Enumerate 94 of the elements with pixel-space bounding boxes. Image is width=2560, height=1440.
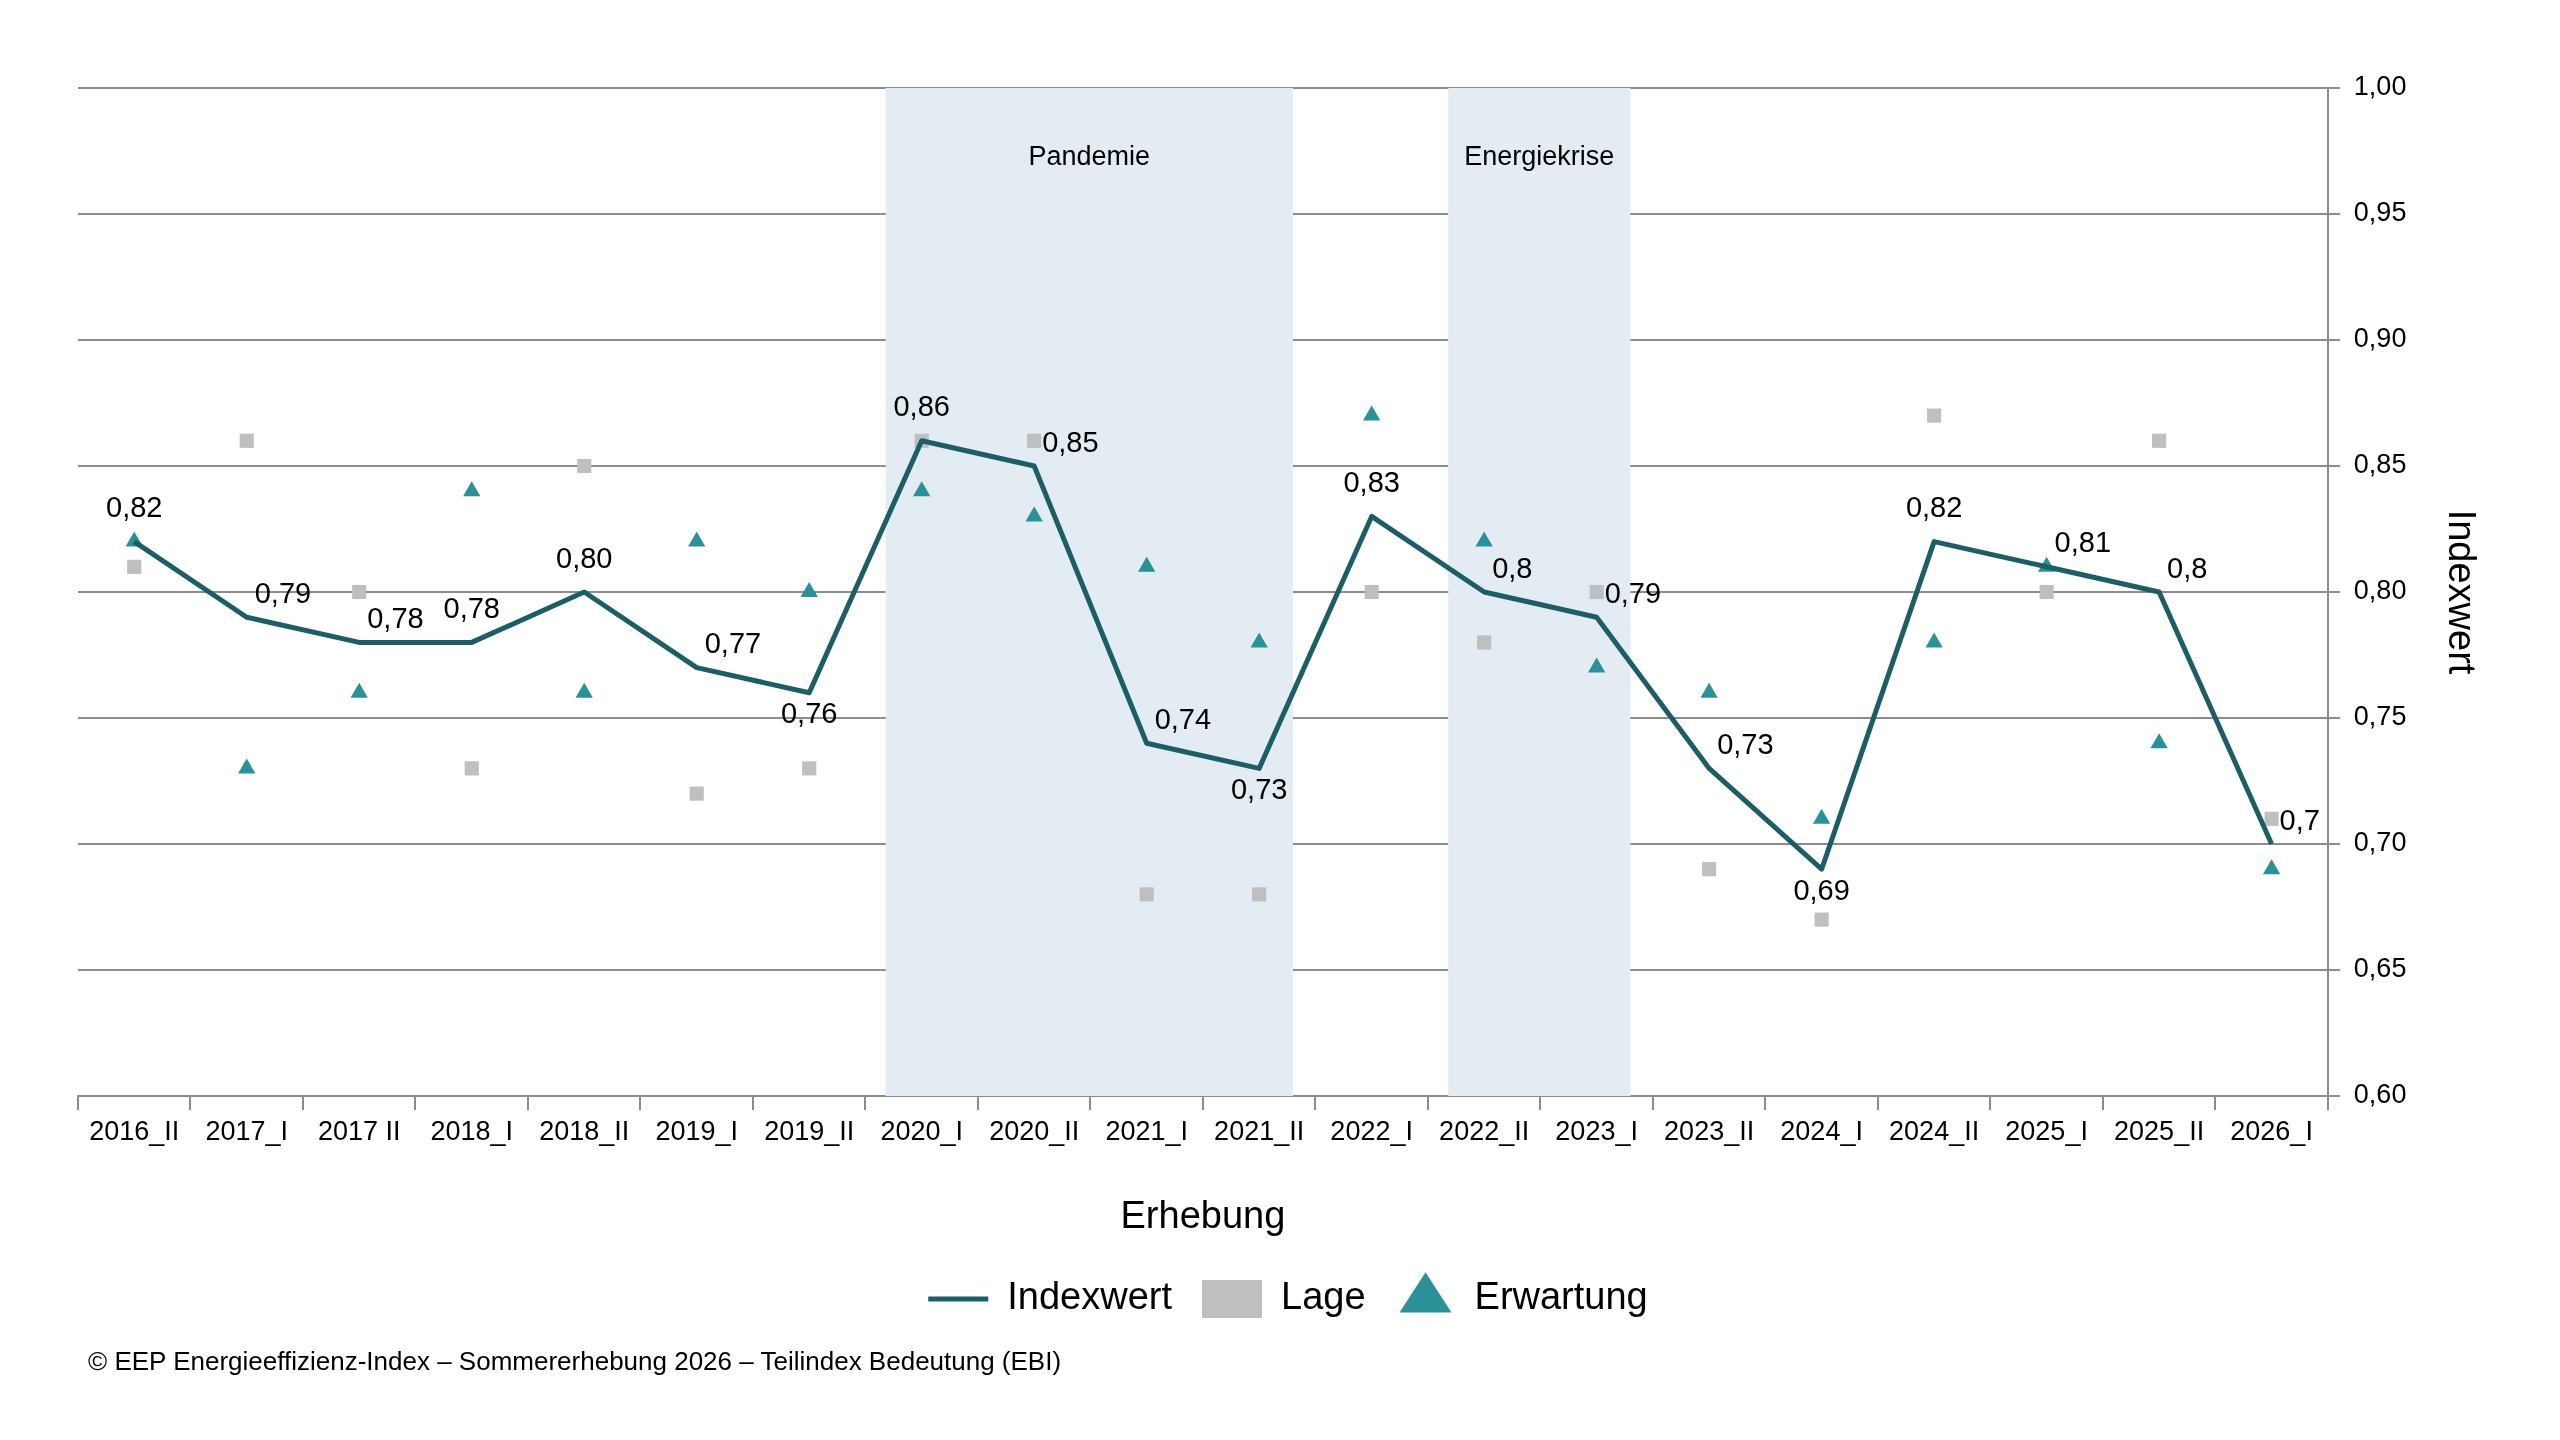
point: [802, 761, 817, 776]
x-tick-label: 2026_I: [2230, 1115, 2313, 1146]
point: [2150, 733, 2168, 749]
data-label: 0,74: [1154, 702, 1212, 735]
data-label: 0,76: [780, 697, 838, 730]
point: [1700, 682, 1718, 698]
data-label: 0,73: [1717, 727, 1774, 760]
x-tick-label: 2017 II: [317, 1115, 401, 1146]
x-tick-label: 2020_I: [880, 1115, 963, 1146]
data-label: 0,8: [1492, 551, 1533, 584]
data-label: 0,69: [1793, 873, 1850, 906]
point: [1814, 912, 1829, 927]
point: [127, 559, 142, 574]
point: [352, 584, 367, 600]
x-tick-label: 2021_II: [1214, 1115, 1305, 1146]
x-tick-label: 2018_I: [430, 1115, 514, 1146]
y2-tick-label: 0,60: [2353, 1079, 2407, 1110]
point: [800, 582, 818, 597]
legend-label: Erwartung: [1474, 1275, 1648, 1318]
point: [1250, 632, 1268, 648]
x-tick-label: 2023_II: [1664, 1115, 1755, 1146]
band-label: Pandemie: [1028, 141, 1151, 172]
point: [2152, 433, 2167, 448]
point: [463, 481, 481, 497]
point: [1477, 635, 1492, 650]
data-label: 0,86: [893, 390, 950, 423]
y2-axis-title: Indexwert: [2440, 509, 2483, 675]
x-tick-label: 2023_I: [1555, 1115, 1638, 1146]
data-label: 0,8: [2167, 551, 2208, 584]
x-tick-label: 2025_II: [2114, 1115, 2205, 1146]
point: [1363, 405, 1381, 421]
point: [913, 481, 931, 497]
data-label: 0,7: [2279, 803, 2320, 836]
point: [239, 433, 254, 448]
point: [1252, 887, 1267, 902]
data-label: 0,81: [2054, 526, 2112, 559]
point: [688, 531, 706, 547]
legend-label: Indexwert: [1007, 1275, 1173, 1318]
point: [350, 682, 368, 698]
data-label: 0,73: [1230, 772, 1288, 805]
point: [1364, 584, 1379, 600]
x-tick-label: 2020_II: [989, 1115, 1080, 1146]
point: [689, 786, 704, 801]
x-tick-label: 2021_I: [1105, 1115, 1188, 1146]
point: [1702, 862, 1717, 877]
x-tick-label: 2025_I: [2005, 1115, 2088, 1146]
y2-tick-label: 0,65: [2353, 953, 2407, 984]
y2-tick-label: 0,70: [2353, 827, 2407, 858]
data-label: 0,82: [106, 491, 163, 524]
data-label: 0,77: [704, 627, 762, 660]
x-tick-label: 2019_II: [764, 1115, 855, 1146]
point: [1925, 632, 1943, 648]
data-label: 0,80: [555, 541, 613, 574]
x-tick-label: 2017_I: [205, 1115, 289, 1146]
x-tick-label: 2024_II: [1889, 1115, 1980, 1146]
point: [1589, 584, 1604, 600]
y2-tick-label: 0,80: [2353, 575, 2407, 606]
data-label: 0,78: [443, 591, 500, 624]
point: [1027, 433, 1042, 448]
x-tick-label: 2019_I: [655, 1115, 739, 1146]
point: [1138, 556, 1156, 572]
point: [2039, 584, 2054, 600]
y2-tick-label: 0,90: [2353, 323, 2407, 354]
data-label: 0,78: [367, 601, 424, 634]
point: [1927, 408, 1942, 423]
point: [238, 758, 256, 774]
data-label: 0,85: [1042, 425, 1099, 458]
x-axis-title: Erhebung: [1120, 1193, 1286, 1236]
x-tick-label: 2018_II: [539, 1115, 630, 1146]
point: [1139, 887, 1154, 902]
point: [1475, 531, 1493, 547]
legend-label: Lage: [1281, 1275, 1366, 1318]
y2-tick-label: 1,00: [2353, 71, 2407, 102]
point: [577, 458, 592, 474]
x-tick-label: 2024_I: [1780, 1115, 1863, 1146]
y2-tick-label: 0,85: [2353, 449, 2407, 480]
data-label: 0,83: [1343, 465, 1400, 498]
text: © EEP Energieeffizienz-Index – Sommererhebung 2026 – Teilindex Bedeutung (EBI): [88, 1346, 1063, 1377]
x-tick-label: 2022_II: [1439, 1115, 1530, 1146]
point: [464, 761, 479, 776]
point: [2264, 811, 2279, 826]
data-label: 0,79: [1604, 576, 1662, 609]
band-label: Energiekrise: [1464, 141, 1615, 172]
point: [2262, 859, 2281, 875]
data-label: 0,79: [254, 576, 312, 609]
x-tick-label: 2016_II: [89, 1115, 180, 1146]
y2-tick-label: 0,75: [2353, 701, 2407, 732]
data-label: 0,82: [1905, 491, 1963, 524]
point: [1812, 808, 1831, 824]
y2-tick-label: 0,95: [2353, 197, 2407, 228]
point: [1025, 506, 1043, 522]
point: [1587, 657, 1606, 673]
x-tick-label: 2022_I: [1330, 1115, 1413, 1146]
point: [575, 682, 593, 698]
